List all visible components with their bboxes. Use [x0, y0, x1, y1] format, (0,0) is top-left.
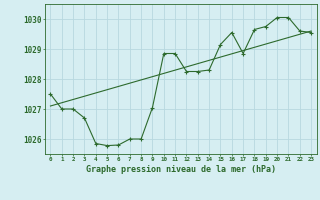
X-axis label: Graphe pression niveau de la mer (hPa): Graphe pression niveau de la mer (hPa): [86, 165, 276, 174]
